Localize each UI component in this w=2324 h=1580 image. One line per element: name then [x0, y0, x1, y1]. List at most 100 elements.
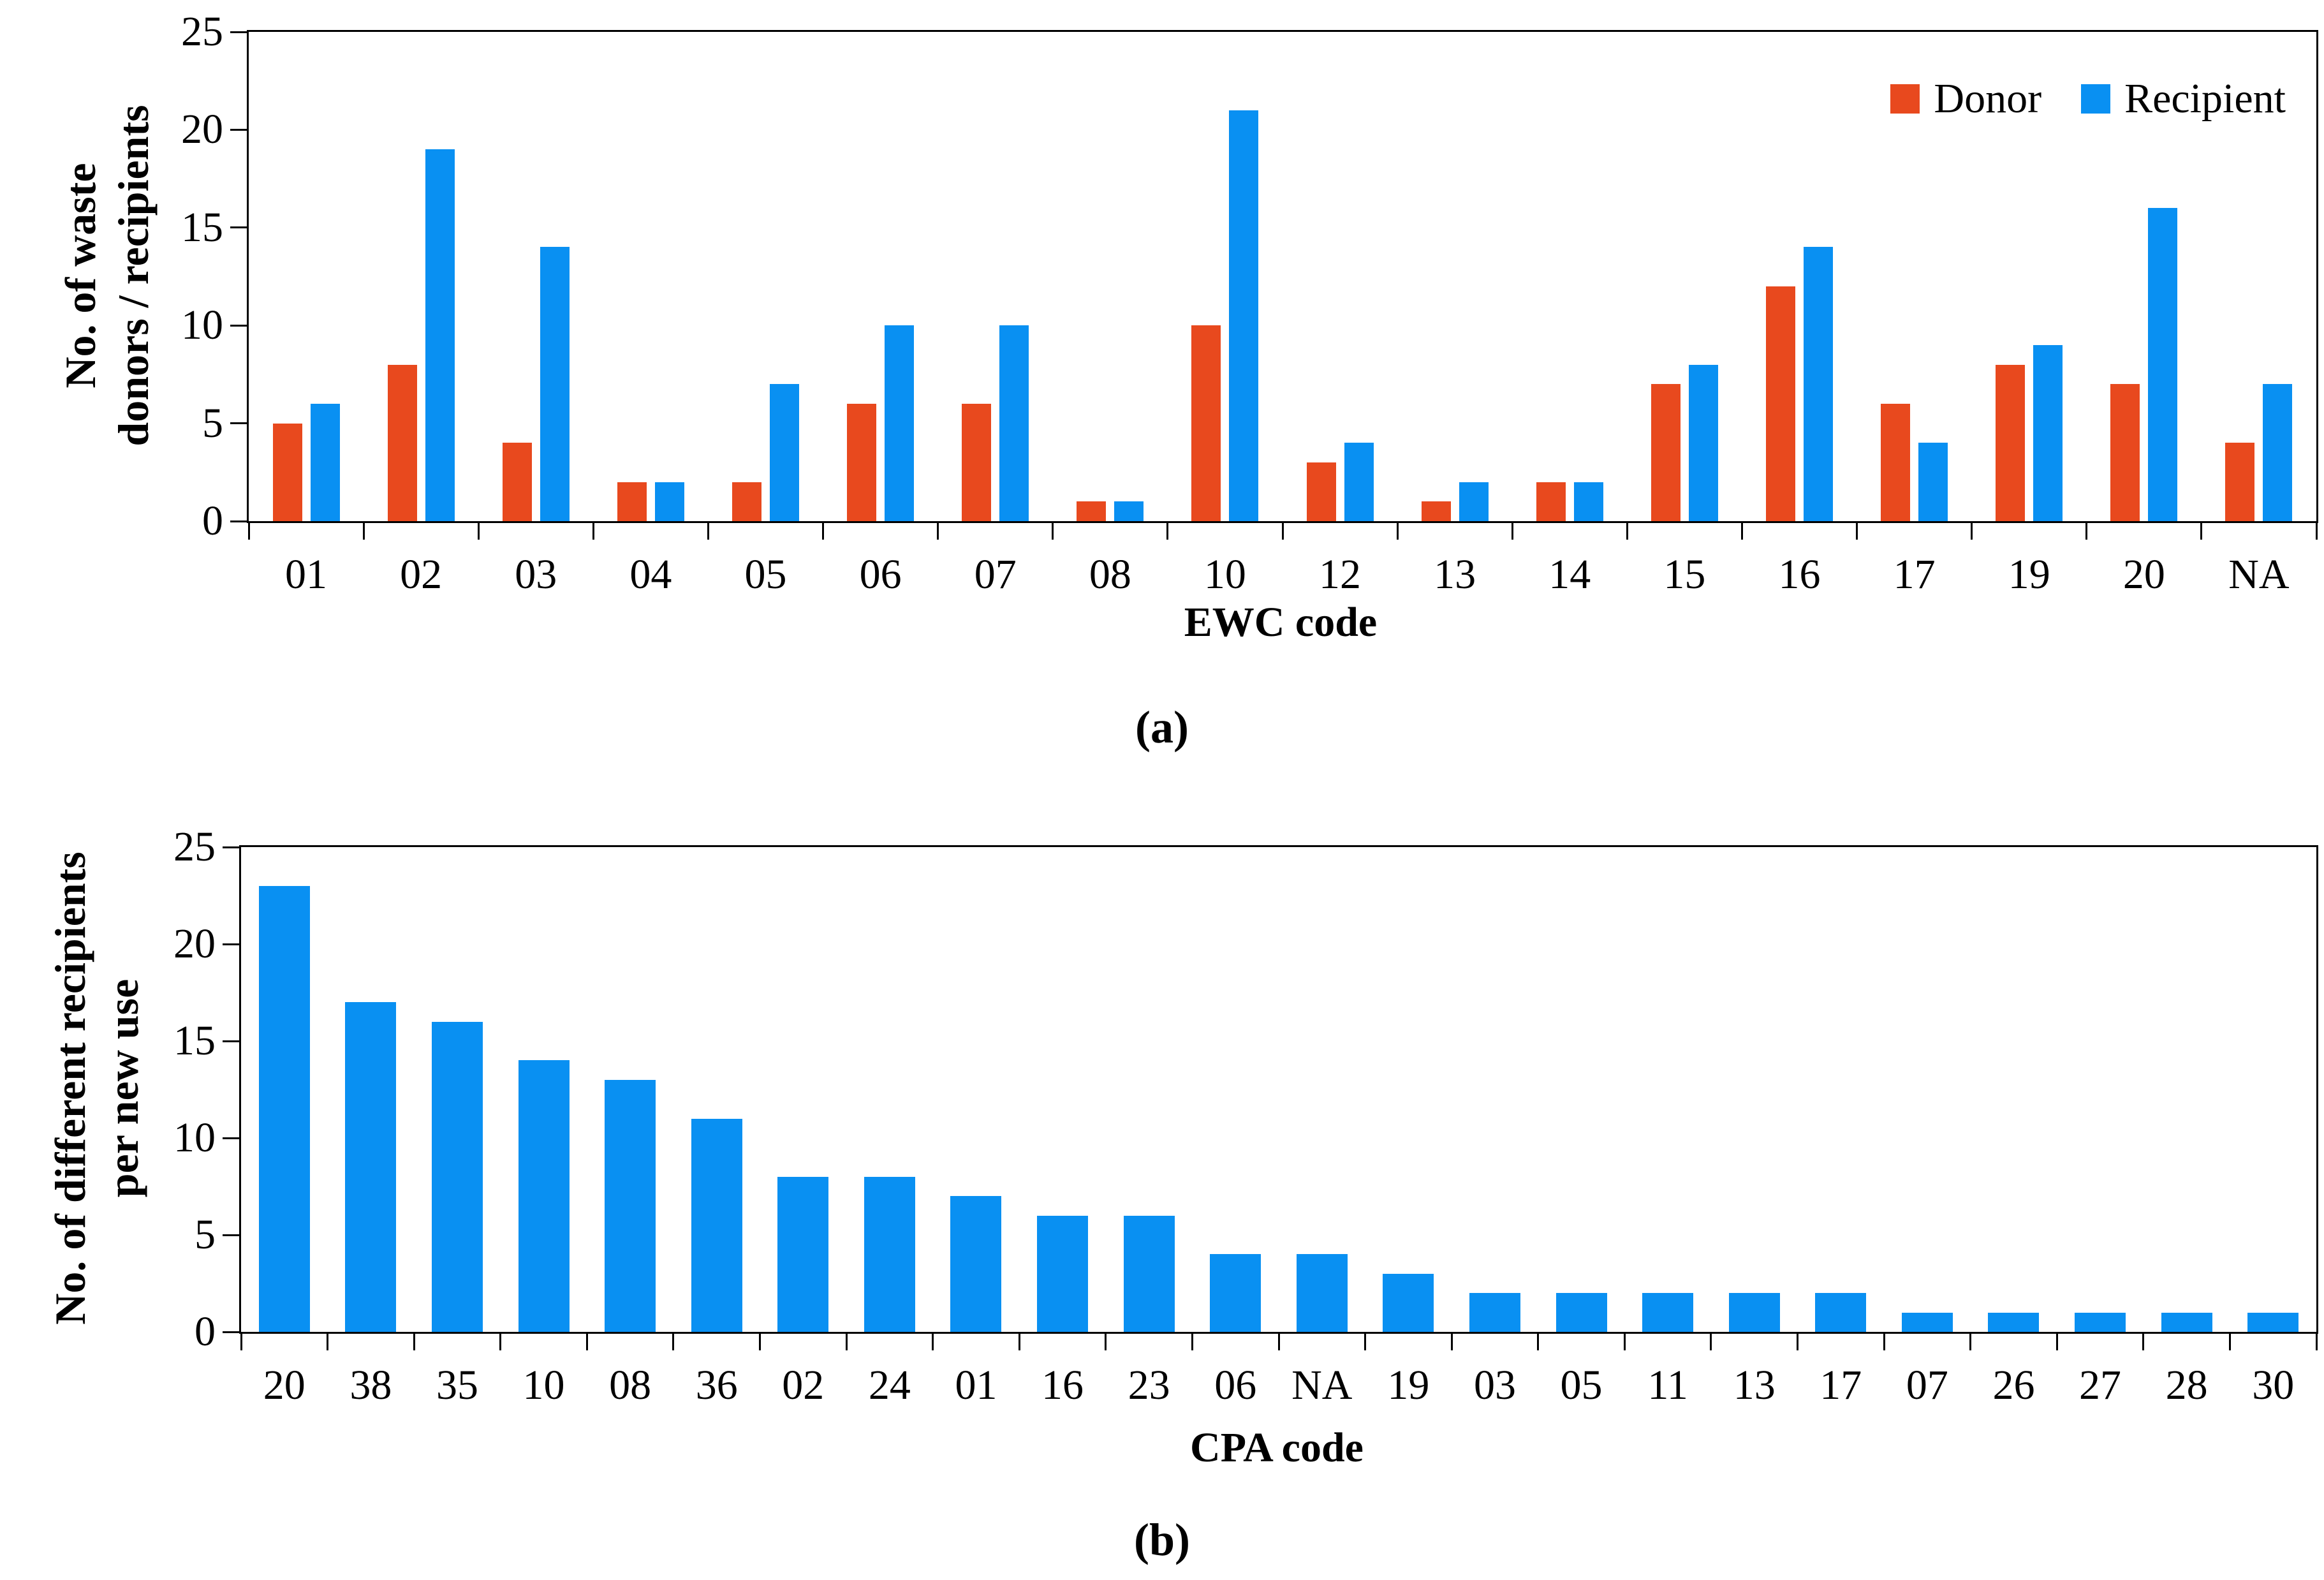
bar-recipient-20 [2148, 208, 2178, 521]
x-axis-tick [1856, 523, 1858, 540]
x-category-label: 20 [263, 1362, 305, 1408]
x-axis-tick [327, 1334, 329, 1350]
bar-donor-08 [1077, 501, 1107, 521]
x-axis-tick [1537, 1334, 1540, 1350]
y-tick-label: 15 [181, 203, 223, 251]
bar-recipient-24 [864, 1176, 915, 1332]
y-axis-tick [223, 1331, 239, 1333]
bar-donor-03 [502, 443, 532, 521]
x-axis-tick [1797, 1334, 1798, 1350]
bar-recipient-16 [1804, 247, 1833, 521]
x-category-label: 05 [1560, 1362, 1603, 1408]
x-axis-tick [2085, 523, 2088, 540]
x-category-label: 08 [609, 1362, 652, 1408]
x-category-label: 07 [1906, 1362, 1948, 1408]
x-category-label: 23 [1128, 1362, 1170, 1408]
bar-donor-05 [732, 482, 761, 521]
x-axis-tick [672, 1334, 675, 1350]
bar-donor-20 [2110, 384, 2140, 521]
x-category-label: 13 [1733, 1362, 1776, 1408]
x-axis-tick [1626, 523, 1628, 540]
x-axis-tick [1883, 1334, 1885, 1350]
x-category-label: 38 [349, 1362, 392, 1408]
x-category-label: 10 [1203, 551, 1246, 598]
legend-swatch-donor-icon [1890, 84, 1920, 114]
x-axis-tick [1971, 523, 1973, 540]
bar-recipient-19 [2033, 344, 2063, 521]
y-tick-label: 0 [202, 498, 223, 544]
bar-recipient-14 [1573, 482, 1603, 521]
x-category-label: 06 [859, 551, 902, 598]
legend-label-donor: Donor [1934, 75, 2042, 122]
x-axis-tick [932, 1334, 934, 1350]
bar-recipient-NA [2263, 384, 2293, 521]
bar-donor-07 [962, 403, 992, 521]
x-axis-tick [1281, 523, 1284, 540]
x-axis-tick [1364, 1334, 1367, 1350]
bar-recipient-06 [1210, 1254, 1261, 1332]
x-category-label: 19 [2008, 551, 2050, 598]
bar-recipient-12 [1344, 443, 1374, 521]
bar-donor-10 [1191, 325, 1221, 521]
x-category-label: 07 [974, 551, 1017, 598]
y-axis-title-a-line2: donors / recipients [109, 105, 158, 447]
x-axis-tick [499, 1334, 502, 1350]
bar-recipient-08 [1114, 501, 1144, 521]
y-tick-label: 20 [173, 920, 216, 967]
y-tick-label: 15 [173, 1017, 216, 1064]
x-axis-tick [1623, 1334, 1626, 1350]
x-category-label: 27 [2079, 1362, 2122, 1408]
bar-donor-16 [1766, 286, 1795, 521]
x-axis-tick [1511, 523, 1513, 540]
y-axis-title-a: No. of waste donors / recipients [54, 105, 160, 446]
bar-recipient-02 [777, 1176, 829, 1332]
y-tick-label: 25 [181, 8, 223, 55]
bar-recipient-08 [605, 1079, 656, 1332]
x-category-label: 06 [1214, 1362, 1257, 1408]
x-category-label: 12 [1319, 551, 1362, 598]
y-axis-tick [230, 520, 247, 522]
y-tick-label: 10 [173, 1114, 216, 1161]
x-axis-tick [592, 523, 594, 540]
y-axis-tick [230, 128, 247, 131]
bar-recipient-23 [1123, 1215, 1175, 1332]
bar-donor-06 [847, 403, 877, 521]
x-category-label: 02 [782, 1362, 825, 1408]
legend-label-recipient: Recipient [2124, 75, 2286, 122]
bar-recipient-17 [1815, 1293, 1867, 1332]
x-category-label: 35 [436, 1362, 478, 1408]
y-tick-label: 0 [195, 1308, 216, 1355]
y-axis-tick [223, 846, 239, 848]
x-category-label: 03 [1473, 1362, 1516, 1408]
bar-recipient-02 [425, 149, 455, 521]
bar-recipient-05 [770, 384, 799, 521]
x-axis-tick [1052, 523, 1054, 540]
legend-swatch-recipient-icon [2081, 84, 2111, 114]
y-axis-title-b-line1: No. of different recipients [46, 852, 95, 1325]
bar-recipient-03 [1469, 1293, 1520, 1332]
x-category-label: 16 [1778, 551, 1821, 598]
legend: Donor Recipient [1890, 78, 2286, 120]
bar-recipient-01 [950, 1196, 1002, 1332]
bar-recipient-36 [691, 1118, 742, 1332]
x-axis-tick [1018, 1334, 1020, 1350]
x-axis-tick [759, 1334, 761, 1350]
y-axis-tick [223, 1137, 239, 1139]
bar-donor-13 [1421, 501, 1451, 521]
bar-recipient-04 [654, 482, 684, 521]
y-axis-tick [223, 943, 239, 945]
bar-recipient-38 [345, 1002, 397, 1332]
bar-donor-NA [2225, 443, 2255, 521]
x-category-label: 13 [1434, 551, 1476, 598]
x-axis-tick [247, 523, 250, 540]
panel-letter-b: (b) [1134, 1514, 1190, 1565]
x-category-label: 02 [400, 551, 443, 598]
x-axis-tick [707, 523, 709, 540]
x-axis-tick [2315, 1334, 2318, 1350]
x-axis-tick [413, 1334, 415, 1350]
bar-recipient-05 [1555, 1293, 1607, 1332]
y-axis-tick [230, 324, 247, 327]
x-axis-tick [2142, 1334, 2145, 1350]
x-axis-tick [2056, 1334, 2058, 1350]
bar-recipient-13 [1728, 1293, 1780, 1332]
